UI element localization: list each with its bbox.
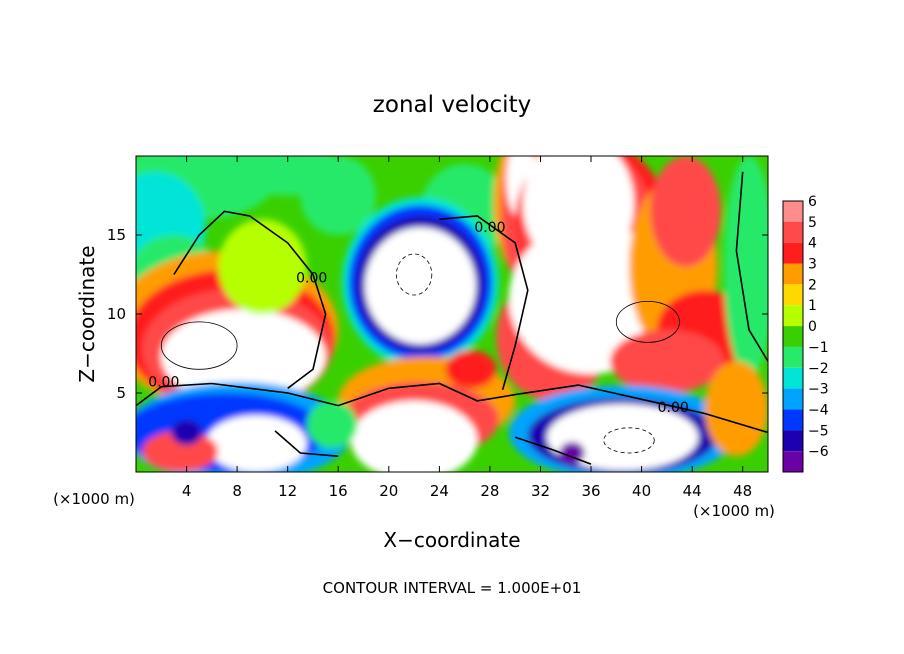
colorbar-swatch	[783, 430, 803, 452]
x-tick-label: 36	[581, 482, 600, 500]
contour-interval-note: CONTOUR INTERVAL = 1.000E+01	[323, 579, 582, 597]
y-tick-label: 15	[107, 226, 126, 244]
zero-contour	[136, 382, 768, 434]
colorbar-swatch	[783, 346, 803, 368]
chart-title: zonal velocity	[373, 92, 531, 118]
colorbar-label: −4	[808, 403, 829, 419]
field-region	[546, 404, 699, 471]
colorbar-label: 1	[808, 298, 817, 314]
velocity-field	[136, 156, 768, 472]
field-region	[224, 156, 351, 196]
y-axis: 5 10 15	[107, 226, 768, 402]
colorbar-swatch	[783, 305, 803, 327]
inner-contour	[395, 253, 433, 296]
field-region	[610, 329, 724, 393]
field-region	[723, 156, 768, 378]
x-tick-label: 8	[232, 482, 242, 500]
colorbar-label: 5	[808, 215, 817, 231]
colorbar-label: 6	[808, 194, 817, 210]
colorbar-label: −3	[808, 382, 829, 398]
contour-label: 0.00	[148, 375, 179, 391]
zero-contour	[514, 436, 592, 465]
field-region	[350, 400, 478, 472]
colorbar-label: 4	[808, 236, 817, 252]
field-region	[218, 219, 307, 314]
x-tick-label: 12	[278, 482, 297, 500]
colorbar: 6 5 4 3 2 1 0 −1 −2 −3 −4 −5 −6	[782, 194, 829, 473]
x-tick-label: 16	[329, 482, 348, 500]
colorbar-label: 2	[808, 277, 817, 293]
colorbar-swatch	[783, 409, 803, 431]
colorbar-label: −6	[808, 444, 829, 460]
contour-label: 0.00	[658, 400, 689, 416]
x-tick-label: 4	[182, 482, 192, 500]
x-axis: 4 8 12 16 20 24 28 32 36 40 44 48	[182, 156, 752, 500]
colorbar-swatch	[783, 326, 803, 347]
colorbar-label: −5	[808, 423, 829, 439]
colorbar-swatch	[783, 242, 803, 264]
x-tick-label: 24	[430, 482, 449, 500]
x-tick-label: 44	[683, 482, 702, 500]
colorbar-label: −1	[808, 340, 829, 356]
x-unit-left: (×1000 m)	[53, 490, 135, 508]
colorbar-label: 3	[808, 257, 817, 273]
field-region	[364, 227, 476, 345]
zero-contours	[136, 171, 768, 465]
field-region	[161, 309, 326, 405]
colorbar-swatch	[783, 451, 803, 473]
y-axis-label: Z−coordinate	[75, 245, 99, 382]
colorbar-swatch	[783, 201, 803, 222]
contour-label: 0.00	[296, 270, 327, 286]
field-region	[445, 350, 497, 389]
x-axis-label: X−coordinate	[383, 528, 520, 552]
colorbar-swatch	[783, 284, 803, 306]
inner-contour	[603, 427, 655, 454]
contour-labels: 0.00 0.00 0.00 0.00	[148, 220, 689, 416]
field-region	[142, 431, 219, 472]
y-tick-label: 5	[116, 384, 126, 402]
colorbar-swatch	[783, 221, 803, 243]
field-region	[650, 156, 722, 267]
colorbar-label: 0	[808, 319, 817, 335]
x-tick-label: 20	[379, 482, 398, 500]
zero-contour	[735, 171, 768, 362]
x-tick-label: 40	[632, 482, 651, 500]
x-tick-label: 32	[531, 482, 550, 500]
field-region	[205, 415, 307, 472]
colorbar-swatch	[783, 367, 803, 389]
contour-label: 0.00	[474, 220, 505, 236]
x-tick-label: 48	[733, 482, 752, 500]
x-tick-label: 28	[480, 482, 499, 500]
plot-area	[136, 156, 768, 472]
inner-contour	[160, 321, 238, 370]
zero-contour	[173, 210, 327, 389]
colorbar-label: −2	[808, 361, 829, 377]
x-unit-right: (×1000 m)	[693, 502, 775, 520]
inner-contour	[615, 300, 680, 343]
field-region	[171, 419, 202, 446]
colorbar-frame	[782, 200, 804, 473]
colorbar-swatch	[783, 388, 803, 410]
y-tick-label: 10	[107, 305, 126, 323]
field-region	[704, 361, 768, 457]
zero-contour	[439, 215, 529, 391]
colorbar-swatch	[783, 263, 803, 285]
zero-contour	[274, 430, 339, 457]
field-region	[306, 400, 358, 449]
